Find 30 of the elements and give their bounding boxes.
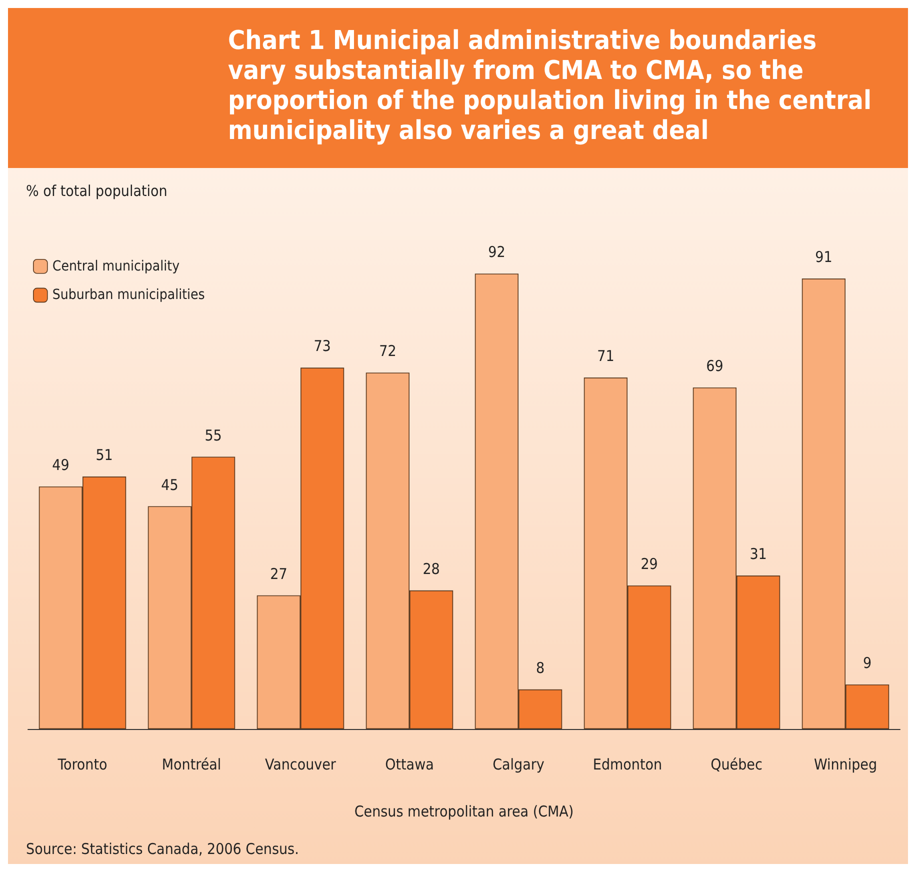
data-label: 92 [488, 243, 506, 262]
legend-label: Central municipality [52, 258, 180, 274]
data-label: 69 [706, 356, 724, 375]
source-note: Source: Statistics Canada, 2006 Census. [26, 840, 299, 858]
y-axis-title: % of total population [25, 181, 168, 202]
data-label: 9 [863, 654, 872, 672]
data-label: 45 [161, 476, 178, 494]
x-tick-label: Québec [710, 756, 762, 774]
data-label: 55 [204, 426, 222, 444]
data-label: 27 [270, 564, 288, 583]
legend-label: Suburban municipalities [52, 287, 205, 304]
data-label: 31 [750, 545, 767, 564]
data-label: 8 [536, 658, 545, 677]
data-label: 51 [96, 446, 113, 464]
chart-title: Chart 1 Municipal administrative boundaries vary substantially from CMA to CMA, so the proportion of the population living in the central municipality also varies a great deal [228, 26, 872, 146]
data-label: 28 [422, 560, 440, 578]
data-label: 49 [52, 456, 70, 474]
x-tick-label: Montréal [162, 756, 222, 774]
data-label: 29 [640, 554, 658, 573]
x-tick-label: Toronto [56, 756, 108, 774]
x-tick-label: Winnipeg [814, 756, 878, 774]
data-label: 73 [314, 337, 331, 356]
data-label: 91 [815, 248, 832, 266]
data-label: 72 [379, 342, 396, 360]
data-label: 71 [597, 347, 614, 366]
x-tick-label: Vancouver [265, 756, 336, 774]
x-tick-label: Edmonton [592, 756, 662, 774]
x-tick-label: Ottawa [385, 756, 434, 774]
x-axis-title: Census metropolitan area (CMA) [354, 802, 574, 820]
x-tick-label: Calgary [492, 756, 544, 774]
